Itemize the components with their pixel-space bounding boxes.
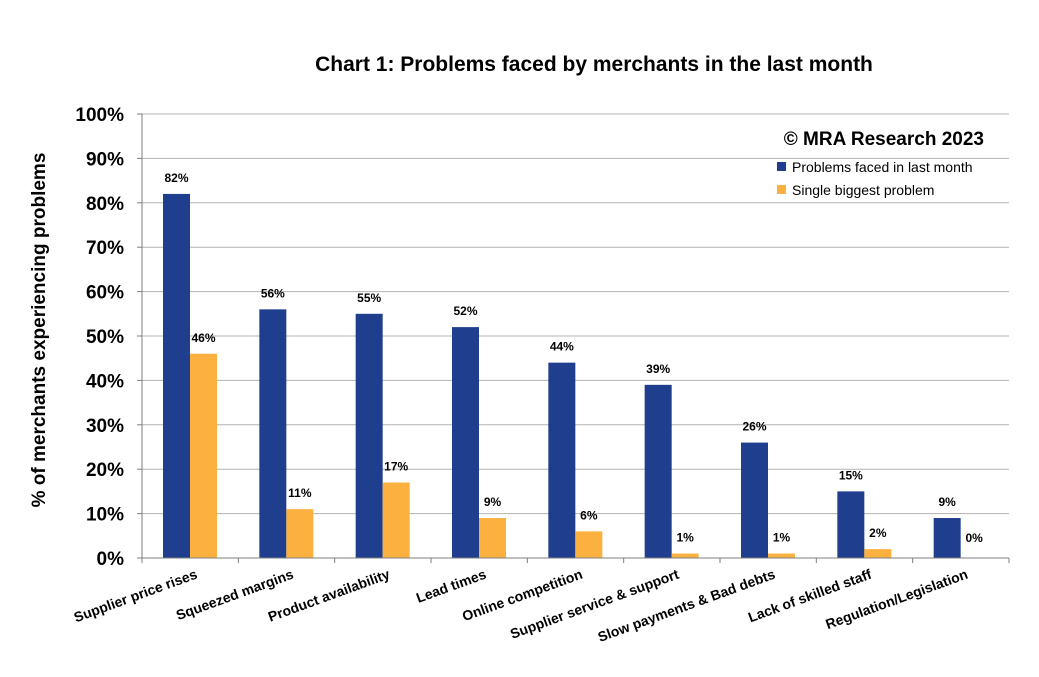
data-label: 46% bbox=[191, 331, 215, 345]
data-labels: 82% 46% 56% 11% 55% 17% 52% 9% 44% 6% 39% 1% 26% 1% 15… bbox=[164, 171, 983, 545]
bar bbox=[286, 509, 314, 558]
legend-swatch-biggest bbox=[777, 185, 786, 194]
bars bbox=[163, 193, 961, 559]
data-label: 56% bbox=[261, 286, 285, 300]
legend-label-problems: Problems faced in last month bbox=[792, 159, 973, 175]
data-label: 9% bbox=[484, 495, 502, 509]
legend-swatch-problems bbox=[777, 162, 786, 171]
data-label: 1% bbox=[676, 531, 694, 545]
data-label: 39% bbox=[646, 362, 670, 376]
bar bbox=[741, 442, 768, 558]
bar bbox=[452, 327, 479, 558]
y-tick-label: 50% bbox=[86, 327, 124, 348]
y-tick-label: 20% bbox=[86, 460, 124, 481]
y-tick-label: 90% bbox=[86, 149, 124, 170]
bar bbox=[548, 362, 576, 558]
data-label: 17% bbox=[384, 460, 408, 474]
y-tick-label: 30% bbox=[86, 416, 124, 437]
chart-title: Chart 1: Problems faced by merchants in … bbox=[315, 53, 873, 76]
legend-label-biggest: Single biggest problem bbox=[792, 182, 934, 198]
data-label: 1% bbox=[773, 531, 791, 545]
gridlines bbox=[142, 113, 1009, 515]
bar bbox=[479, 518, 506, 558]
bar bbox=[259, 309, 287, 558]
y-tick-label: 80% bbox=[86, 194, 124, 215]
data-label: 9% bbox=[938, 495, 956, 509]
data-label: 52% bbox=[453, 304, 477, 318]
bar bbox=[768, 553, 795, 558]
bar bbox=[837, 491, 865, 558]
y-axis-label: % of merchants experiencing problems bbox=[29, 153, 50, 508]
data-label: 15% bbox=[839, 468, 863, 482]
data-label: 0% bbox=[965, 531, 983, 545]
y-axis-ticks: 0% 10% 20% 30% 40% 50% 60% 70% 80% 90% 100% bbox=[75, 105, 142, 570]
x-tick-label: Slow payments & Bad debts bbox=[596, 566, 778, 645]
bar bbox=[163, 193, 190, 559]
y-tick-label: 0% bbox=[97, 549, 125, 570]
y-tick-label: 100% bbox=[75, 105, 124, 126]
data-label: 6% bbox=[580, 508, 598, 522]
bar bbox=[355, 313, 383, 558]
bar bbox=[575, 531, 603, 558]
x-tick-label: Supplier service & support bbox=[508, 566, 681, 642]
copyright-annotation: © MRA Research 2023 bbox=[784, 129, 984, 150]
bar bbox=[864, 549, 892, 558]
bar bbox=[644, 384, 672, 558]
data-label: 26% bbox=[742, 420, 766, 434]
data-label: 11% bbox=[288, 486, 312, 500]
legend: © MRA Research 2023 Problems faced in la… bbox=[777, 129, 984, 198]
y-tick-label: 10% bbox=[86, 505, 124, 526]
x-tick-label: Lead times bbox=[414, 566, 488, 606]
data-label: 82% bbox=[164, 171, 188, 185]
bar bbox=[671, 553, 699, 558]
data-label: 44% bbox=[550, 340, 574, 354]
y-tick-label: 70% bbox=[86, 238, 124, 259]
bar bbox=[933, 518, 961, 558]
bar bbox=[382, 482, 410, 558]
bar bbox=[190, 353, 217, 558]
y-tick-label: 60% bbox=[86, 283, 124, 304]
data-label: 2% bbox=[869, 526, 887, 540]
y-tick-label: 40% bbox=[86, 371, 124, 392]
data-label: 55% bbox=[357, 291, 381, 305]
axes bbox=[141, 114, 1010, 563]
